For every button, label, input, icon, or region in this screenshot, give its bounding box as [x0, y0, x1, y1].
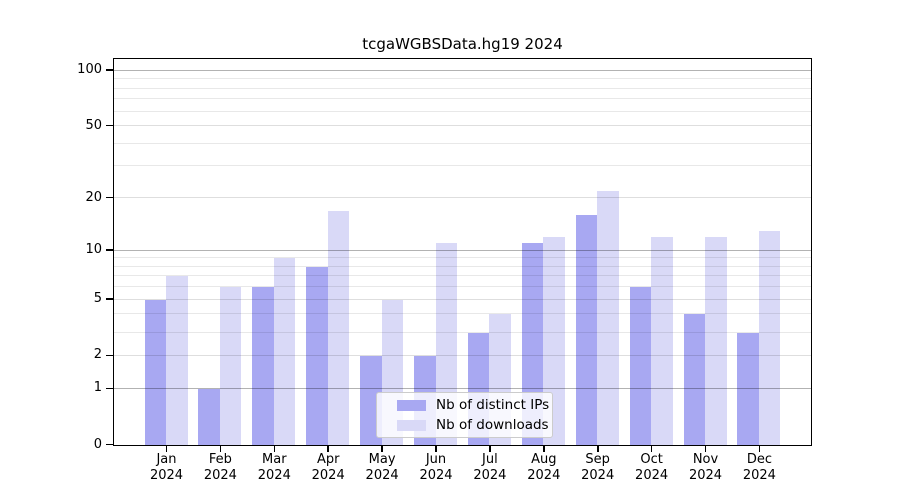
x-tick-label-feb: Feb 2024: [203, 452, 237, 483]
bars-layer: [114, 59, 811, 445]
bar-distinct-ips-sep: [575, 215, 598, 445]
gridline-y-9: [114, 257, 811, 259]
x-tick-label-may: May 2024: [365, 452, 399, 483]
x-tick-oct: [650, 446, 653, 452]
plot-area: Nb of distinct IPs Nb of downloads: [113, 58, 812, 446]
y-tick-label-0: 0: [93, 436, 102, 452]
gridline-y-100: [114, 69, 811, 71]
y-tick-label-2: 2: [93, 347, 102, 363]
gridline-layer: [114, 59, 811, 445]
gridline-y-5: [114, 298, 811, 300]
gridline-y-50: [114, 125, 811, 126]
bar-downloads-jan: [166, 276, 188, 445]
x-tick-label-apr: Apr 2024: [311, 452, 345, 483]
x-tick-dec: [758, 446, 761, 452]
y-tick-label-5: 5: [93, 291, 102, 307]
gridline-y-20: [114, 197, 811, 198]
x-tick-label-aug: Aug 2024: [527, 452, 561, 483]
y-tick-label-50: 50: [85, 117, 102, 133]
gridline-y-1: [114, 387, 811, 389]
y-tick-100: [106, 69, 114, 71]
y-tick-10: [106, 249, 114, 251]
bar-downloads-mar: [273, 258, 296, 445]
y-tick-50: [106, 124, 114, 127]
x-tick-jan: [165, 446, 168, 452]
legend-swatch-downloads-icon: [397, 419, 426, 431]
legend-label-downloads: Nb of downloads: [436, 417, 549, 433]
gridline-y-6: [114, 286, 811, 288]
x-tick-label-nov: Nov 2024: [688, 452, 723, 483]
gridline-y-60: [114, 110, 811, 112]
gridline-y-10: [114, 249, 811, 251]
gridline-y-3: [114, 331, 811, 333]
gridline-y-7: [114, 275, 811, 277]
bar-downloads-oct: [651, 236, 673, 445]
y-tick-label-10: 10: [85, 242, 102, 257]
gridline-y-90: [114, 78, 811, 80]
x-tick-may: [381, 446, 383, 452]
x-tick-jul: [489, 446, 491, 452]
x-tick-apr: [327, 446, 329, 452]
gridline-y-8: [114, 265, 811, 267]
chart-title: tcgaWGBSData.hg19 2024: [362, 35, 563, 53]
y-tick-label-1: 1: [93, 380, 102, 396]
legend-label-distinct-ips: Nb of distinct IPs: [436, 397, 550, 413]
x-tick-jun: [435, 446, 437, 452]
bar-distinct-ips-mar: [252, 287, 274, 445]
y-tick-1: [106, 387, 114, 389]
bar-distinct-ips-apr: [306, 266, 328, 445]
legend: Nb of distinct IPs Nb of downloads: [376, 392, 553, 438]
legend-row-downloads: Nb of downloads: [385, 417, 549, 433]
gridline-y-40: [114, 142, 811, 144]
y-tick-20: [106, 196, 114, 199]
gridline-y-70: [114, 98, 811, 100]
bar-downloads-apr: [327, 210, 350, 445]
x-tick-label-sep: Sep 2024: [581, 452, 615, 483]
bar-distinct-ips-jan: [144, 299, 166, 445]
gridline-y-30: [114, 165, 811, 167]
gridline-y-2: [114, 354, 811, 356]
x-tick-aug: [543, 446, 545, 452]
bar-downloads-nov: [705, 236, 727, 445]
bar-distinct-ips-feb: [198, 388, 220, 445]
bar-downloads-feb: [219, 287, 242, 445]
x-tick-sep: [597, 446, 599, 452]
bar-downloads-dec: [758, 230, 781, 445]
x-tick-label-jul: Jul 2024: [473, 452, 507, 483]
y-tick-label-100: 100: [77, 62, 102, 78]
x-tick-mar: [273, 446, 276, 452]
legend-row-distinct-ips: Nb of distinct IPs: [385, 397, 549, 413]
y-tick-2: [106, 354, 114, 357]
y-tick-label-20: 20: [85, 189, 102, 205]
gridline-y-4: [114, 313, 811, 315]
bar-distinct-ips-nov: [683, 314, 705, 445]
x-tick-label-jun: Jun 2024: [419, 452, 453, 483]
x-tick-feb: [219, 446, 222, 452]
x-tick-nov: [704, 446, 707, 452]
y-tick-0: [106, 443, 114, 446]
x-tick-label-dec: Dec 2024: [742, 452, 776, 483]
x-tick-label-jan: Jan 2024: [149, 452, 184, 483]
bar-distinct-ips-oct: [629, 287, 652, 445]
bar-distinct-ips-dec: [737, 332, 759, 445]
x-tick-label-oct: Oct 2024: [635, 452, 669, 483]
gridline-y-80: [114, 87, 811, 89]
legend-swatch-distinct-ips-icon: [397, 399, 426, 411]
bar-downloads-sep: [597, 190, 619, 445]
x-tick-label-mar: Mar 2024: [257, 452, 291, 483]
y-tick-5: [106, 298, 114, 300]
